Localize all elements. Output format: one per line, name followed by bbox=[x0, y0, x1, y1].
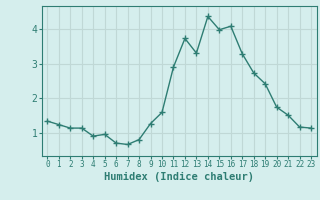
X-axis label: Humidex (Indice chaleur): Humidex (Indice chaleur) bbox=[104, 172, 254, 182]
